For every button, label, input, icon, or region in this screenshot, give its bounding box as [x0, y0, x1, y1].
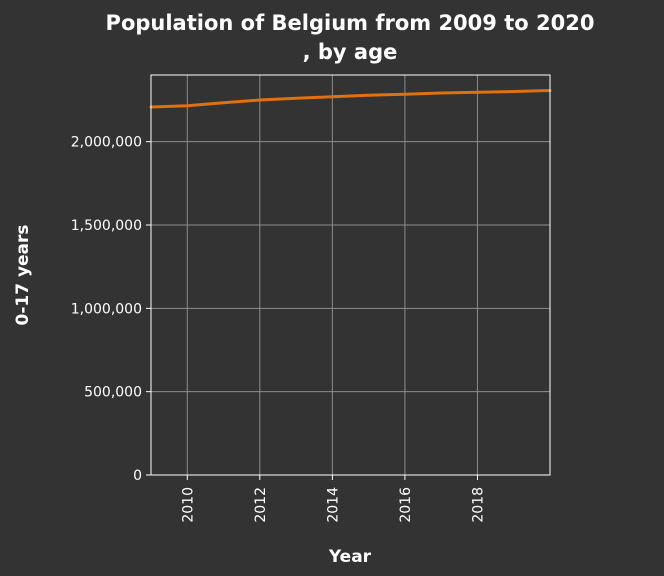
chart-title-line-2: , by age	[303, 40, 398, 64]
x-tick-label: 2014	[325, 487, 341, 523]
plot-frame	[150, 74, 551, 476]
series-layer	[149, 89, 552, 109]
series-line	[149, 89, 552, 109]
plot-area	[150, 74, 551, 476]
x-tick-label: 2010	[180, 487, 196, 523]
axis-ticks: 2010 2012 2014 2016 2018 0 500,000 1,000,000 1,5…	[71, 135, 487, 523]
y-tick-label: 0	[133, 468, 142, 484]
y-axis-title: 0-17 years	[13, 224, 33, 325]
x-tick-label: 2018	[470, 487, 486, 523]
x-axis-title: Year	[328, 547, 372, 567]
y-tick-label: 500,000	[84, 385, 142, 401]
y-tick-label: 2,000,000	[71, 135, 142, 151]
y-tick-label: 1,500,000	[71, 218, 142, 234]
chart-title-line-1: Population of Belgium from 2009 to 2020	[106, 11, 595, 35]
y-tick-label: 1,000,000	[71, 301, 142, 317]
x-tick-label: 2016	[398, 487, 414, 523]
x-tick-label: 2012	[253, 487, 269, 523]
